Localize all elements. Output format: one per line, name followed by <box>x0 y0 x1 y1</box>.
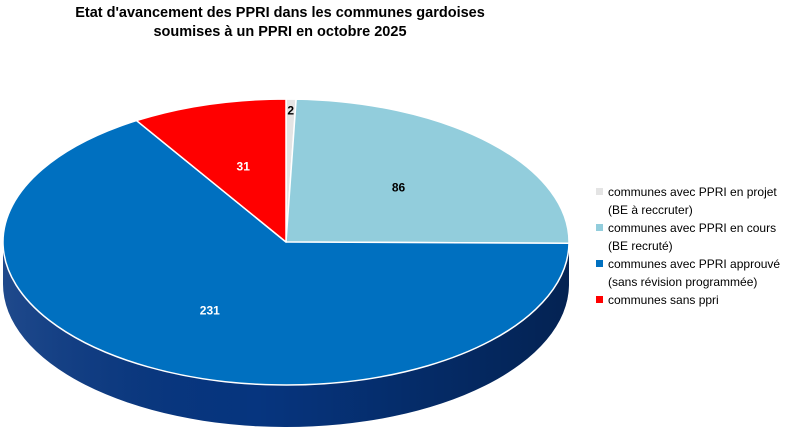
legend-label: communes avec PPRI en cours (BE recruté) <box>608 221 777 253</box>
data-label: 31 <box>237 159 251 173</box>
legend-label: communes sans ppri <box>608 293 719 307</box>
pie-labels: 2 86 231 31 <box>200 104 406 318</box>
pie-slice <box>2 119 570 386</box>
chart-title: Etat d'avancement des PPRI dans les comm… <box>75 5 485 21</box>
pie-sides <box>3 242 569 427</box>
data-label: 86 <box>392 181 406 195</box>
pie-slice-side-shade <box>3 242 569 427</box>
pie-top <box>2 98 570 386</box>
pie-slice <box>285 98 570 245</box>
legend-swatch <box>596 188 603 195</box>
legend-item: communes avec PPRI en cours (BE recruté) <box>596 219 796 255</box>
chart-title-block: Etat d'avancement des PPRI dans les comm… <box>0 4 560 42</box>
pie-slice <box>135 98 287 243</box>
legend-swatch <box>596 260 603 267</box>
legend-swatch <box>596 224 603 231</box>
legend-item: communes avec PPRI approuvé (sans révisi… <box>596 255 796 291</box>
data-label: 2 <box>287 104 294 118</box>
legend-item: communes sans ppri <box>596 291 796 309</box>
chart-subtitle: soumises à un PPRI en octobre 2025 <box>153 24 407 40</box>
legend: communes avec PPRI en projet (BE à reccr… <box>596 183 796 309</box>
legend-label: communes avec PPRI en projet (BE à reccr… <box>608 185 777 217</box>
legend-swatch <box>596 296 603 303</box>
legend-label: communes avec PPRI approuvé (sans révisi… <box>608 257 781 289</box>
data-label: 231 <box>200 304 220 318</box>
legend-item: communes avec PPRI en projet (BE à reccr… <box>596 183 796 219</box>
